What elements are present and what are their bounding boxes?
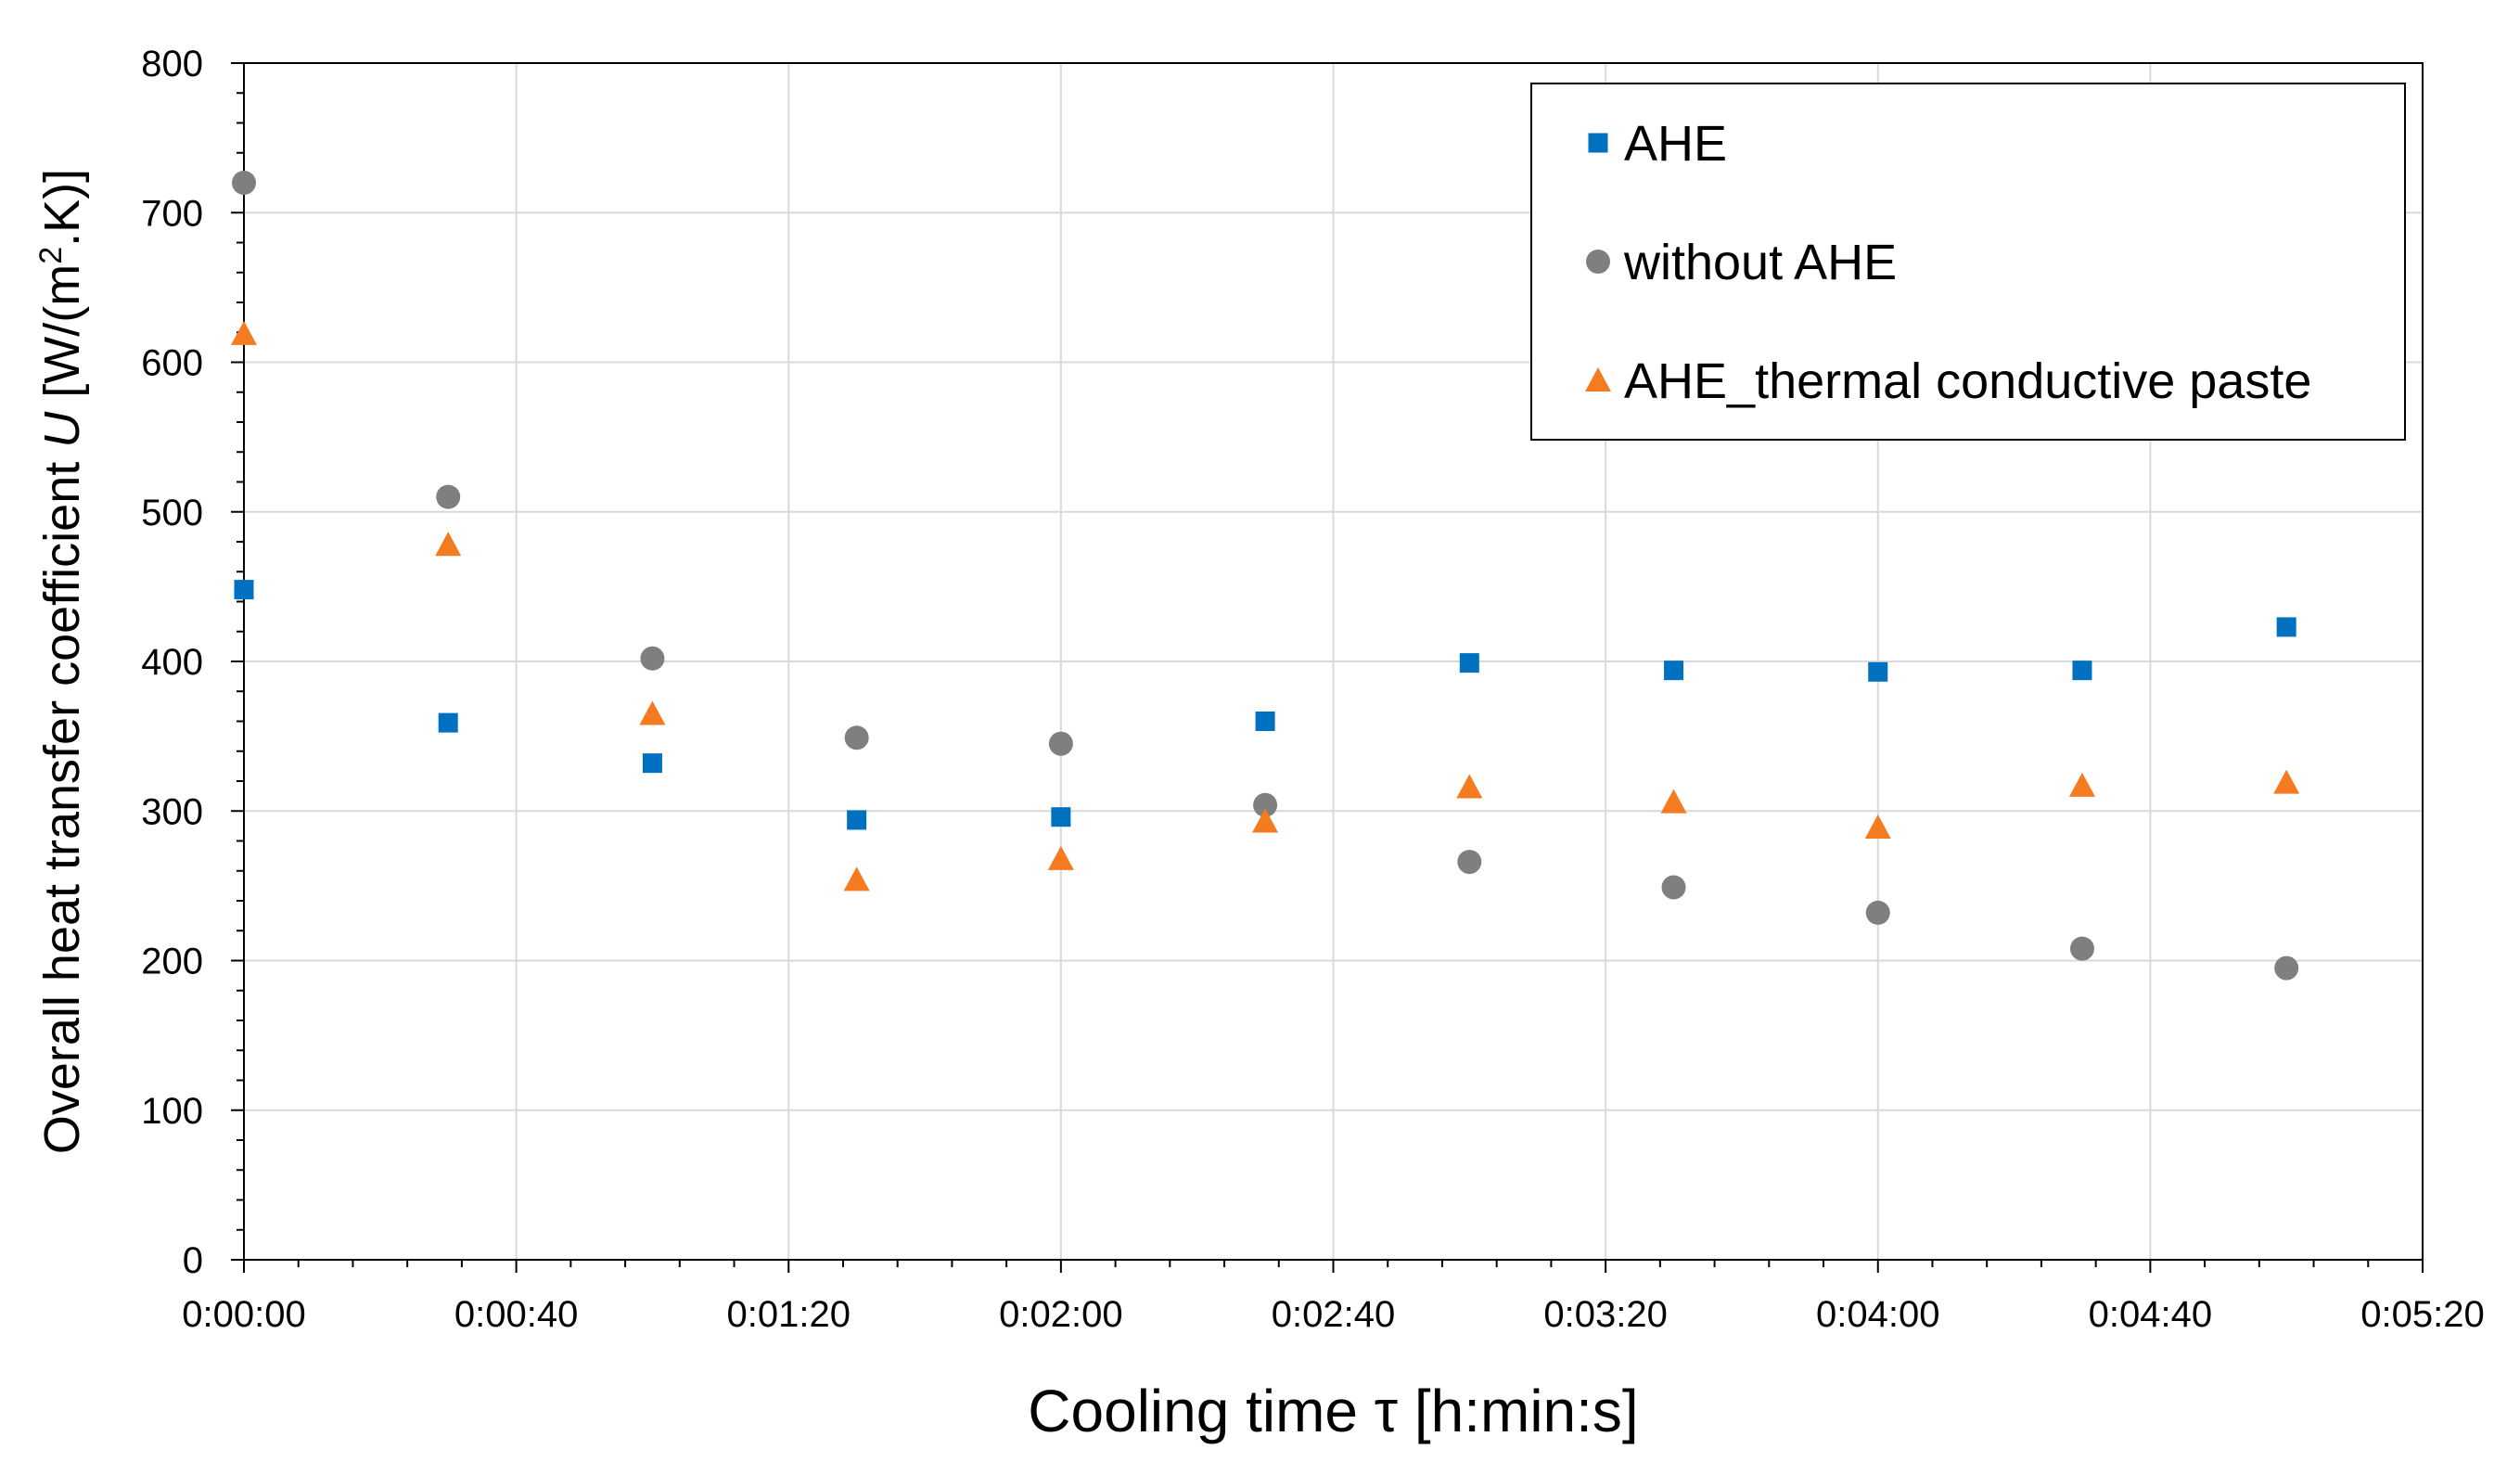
square-point [1051, 807, 1071, 827]
legend: AHE without AHE AHE_thermal conductive pas… [1530, 83, 2406, 441]
circle-point [1661, 875, 1686, 900]
series-without-ahe [232, 171, 2299, 981]
y-tick-label: 0 [183, 1240, 203, 1281]
y-tick-label: 200 [141, 942, 203, 982]
legend-label: AHE [1624, 116, 1727, 172]
y-tick-label: 500 [141, 493, 203, 533]
circle-point [844, 725, 869, 750]
circle-point [1253, 792, 1278, 817]
square-point [1255, 712, 1275, 731]
circle-point [436, 484, 461, 509]
triangle-point [231, 320, 257, 345]
legend-marker-square [1588, 133, 1608, 153]
legend-label: AHE_thermal conductive paste [1624, 353, 2311, 409]
triangle-point [1252, 808, 1279, 833]
triangle-point [2068, 772, 2095, 797]
legend-label: without AHE [1623, 235, 1897, 290]
square-point [234, 580, 254, 600]
x-tick-label: 0:00:00 [182, 1294, 305, 1335]
x-tick-label: 0:04:40 [2089, 1294, 2212, 1335]
square-point [847, 810, 867, 830]
x-tick-label: 0:04:00 [1816, 1294, 1939, 1335]
y-axis-title: Overall heat transfer coefficient U [W/(… [33, 169, 90, 1154]
axis-ticks: 0 100 200 300 400 500 600 700 800 0:00:00 0:00:40 0… [141, 44, 2484, 1335]
circle-point [2274, 956, 2299, 981]
x-tick-label: 0:05:20 [2360, 1294, 2484, 1335]
triangle-point [1047, 845, 1074, 870]
legend-marker-circle [1586, 250, 1610, 274]
y-tick-label: 300 [141, 791, 203, 832]
y-tick-label: 400 [141, 642, 203, 683]
circle-point [1048, 731, 1073, 756]
circle-point [232, 171, 256, 195]
square-point [642, 753, 662, 774]
square-point [1664, 661, 1684, 681]
triangle-point [1456, 774, 1483, 799]
square-point [2276, 617, 2296, 637]
x-tick-label: 0:00:40 [454, 1294, 578, 1335]
triangle-point [1864, 814, 1891, 839]
series-ahe [234, 580, 2296, 830]
circle-point [1865, 900, 1890, 925]
triangle-point [1660, 789, 1687, 814]
y-tick-label: 100 [141, 1091, 203, 1132]
triangle-point [2273, 769, 2300, 794]
square-point [1868, 661, 1888, 682]
triangle-point [639, 700, 666, 725]
circle-point [640, 646, 665, 671]
x-axis-title: Cooling time τ [h:min:s] [1028, 1378, 1638, 1444]
y-tick-label: 600 [141, 343, 203, 384]
y-tick-label: 800 [141, 44, 203, 84]
x-tick-label: 0:01:20 [727, 1294, 851, 1335]
circle-point [1457, 850, 1482, 875]
square-point [2072, 661, 2092, 681]
x-tick-label: 0:02:40 [1272, 1294, 1395, 1335]
series-ahe-thermal-conductive-paste [231, 320, 2300, 891]
y-tick-label: 700 [141, 193, 203, 234]
data-points [231, 171, 2300, 981]
legend-marker-triangle [1585, 367, 1611, 391]
triangle-point [435, 532, 462, 557]
circle-point [2069, 936, 2094, 961]
square-point [1459, 653, 1479, 673]
legend-box [1530, 83, 2406, 441]
square-point [438, 712, 458, 733]
triangle-point [843, 866, 870, 891]
x-tick-label: 0:03:20 [1543, 1294, 1667, 1335]
x-tick-label: 0:02:00 [999, 1294, 1122, 1335]
